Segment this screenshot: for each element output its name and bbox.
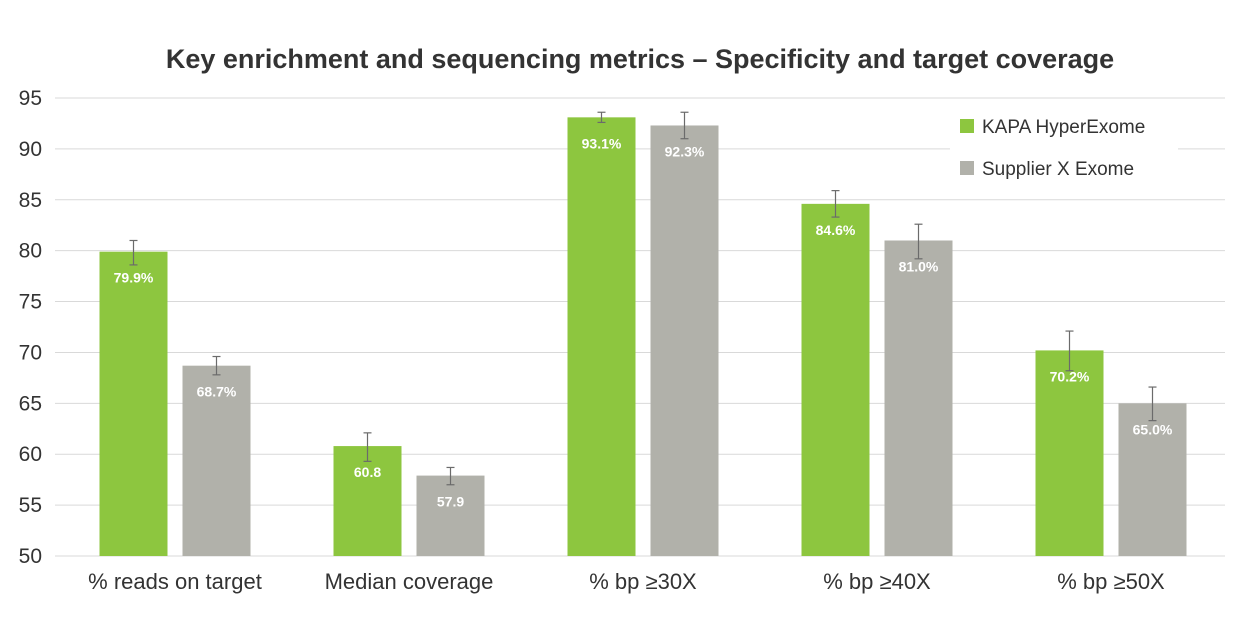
data-label-series1-cat1: 57.9 [437,494,464,510]
bars [99,117,1187,557]
legend-swatch-supplier-x [960,161,974,175]
bar-series0-cat3 [801,203,870,557]
bar-series1-cat4 [1118,403,1187,556]
y-tick-label-70: 70 [19,341,42,364]
bar-series1-cat1 [416,475,485,556]
data-label-series0-cat0: 79.9% [114,270,154,286]
data-label-series1-cat0: 68.7% [197,384,237,400]
data-label-series1-cat3: 81.0% [899,258,939,274]
bar-series0-cat0 [99,251,168,556]
y-tick-label-95: 95 [19,87,42,110]
y-tick-label-50: 50 [19,545,42,568]
x-tick-label-3: % bp ≥40X [823,569,931,594]
legend-label-kapa: KAPA HyperExome [982,117,1145,138]
y-tick-label-75: 75 [19,291,42,314]
x-tick-label-2: % bp ≥30X [589,569,697,594]
y-tick-label-60: 60 [19,443,42,466]
chart-title: Key enrichment and sequencing metrics – … [166,44,1114,74]
y-tick-label-90: 90 [19,138,42,161]
y-tick-label-85: 85 [19,189,42,212]
x-tick-label-0: % reads on target [88,569,262,594]
error-bars [129,111,1157,486]
y-tick-label-65: 65 [19,392,42,415]
legend-label-supplier-x: Supplier X Exome [982,159,1134,180]
legend-background [950,100,1178,192]
y-tick-label-55: 55 [19,494,42,517]
data-label-series0-cat4: 70.2% [1050,368,1090,384]
y-axis-ticks: 50 55 60 65 70 75 80 85 90 95 [19,87,42,568]
data-label-series1-cat4: 65.0% [1133,421,1173,437]
x-axis-ticks: % reads on target Median coverage % bp ≥30… [88,569,1165,594]
data-label-series0-cat2: 93.1% [582,135,622,151]
x-tick-label-4: % bp ≥50X [1057,569,1165,594]
bar-series1-cat3 [884,240,953,556]
x-tick-label-1: Median coverage [325,569,494,594]
data-label-series0-cat1: 60.8 [354,464,381,480]
bar-series0-cat1 [333,446,402,556]
data-labels: 79.9% 68.7% 60.8 57.9 93.1% 92.3% 84.6% 81.0% 70… [114,135,1173,509]
data-label-series1-cat2: 92.3% [665,143,705,159]
bar-series0-cat2 [567,117,636,557]
bar-series0-cat4 [1035,350,1104,556]
legend: KAPA HyperExome Supplier X Exome [950,100,1178,192]
legend-swatch-kapa [960,119,974,133]
bar-series1-cat0 [182,365,251,556]
y-tick-label-80: 80 [19,240,42,263]
bar-series1-cat2 [650,125,719,556]
data-label-series0-cat3: 84.6% [816,222,856,238]
